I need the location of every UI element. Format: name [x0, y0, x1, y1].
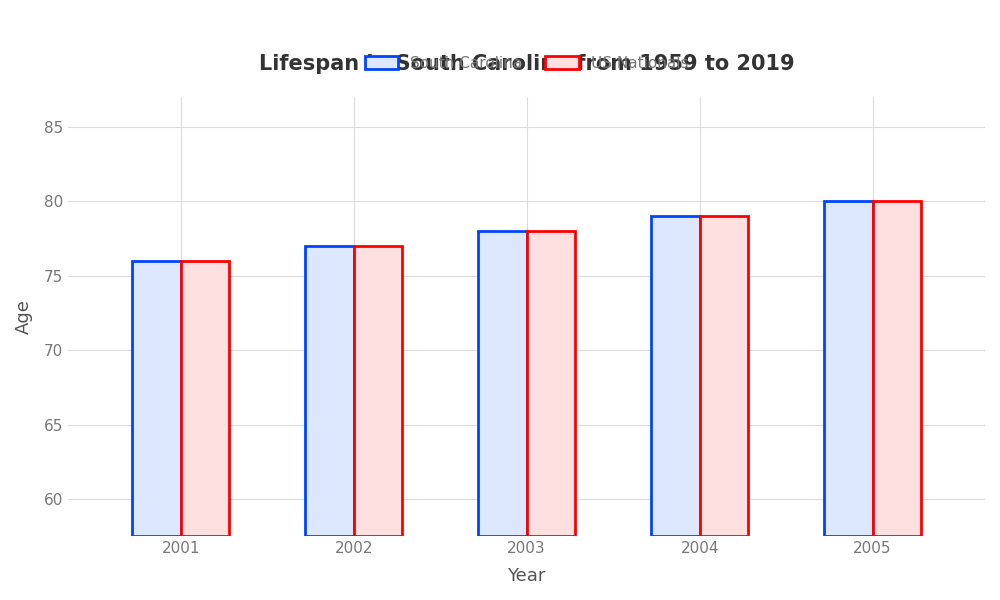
- Bar: [478, 231, 527, 536]
- Bar: [181, 261, 229, 536]
- Bar: [651, 217, 700, 536]
- Legend: South Carolina, US Nationals: South Carolina, US Nationals: [357, 48, 696, 79]
- Y-axis label: Age: Age: [15, 299, 33, 334]
- Bar: [354, 246, 402, 536]
- Bar: [527, 231, 575, 536]
- Title: Lifespan in South Carolina from 1959 to 2019: Lifespan in South Carolina from 1959 to …: [259, 53, 794, 74]
- Bar: [305, 246, 354, 536]
- Bar: [873, 202, 921, 536]
- Bar: [824, 202, 873, 536]
- X-axis label: Year: Year: [507, 567, 546, 585]
- Bar: [700, 217, 748, 536]
- Bar: [132, 261, 181, 536]
